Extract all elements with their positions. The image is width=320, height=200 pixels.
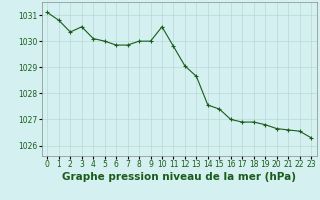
X-axis label: Graphe pression niveau de la mer (hPa): Graphe pression niveau de la mer (hPa) bbox=[62, 172, 296, 182]
